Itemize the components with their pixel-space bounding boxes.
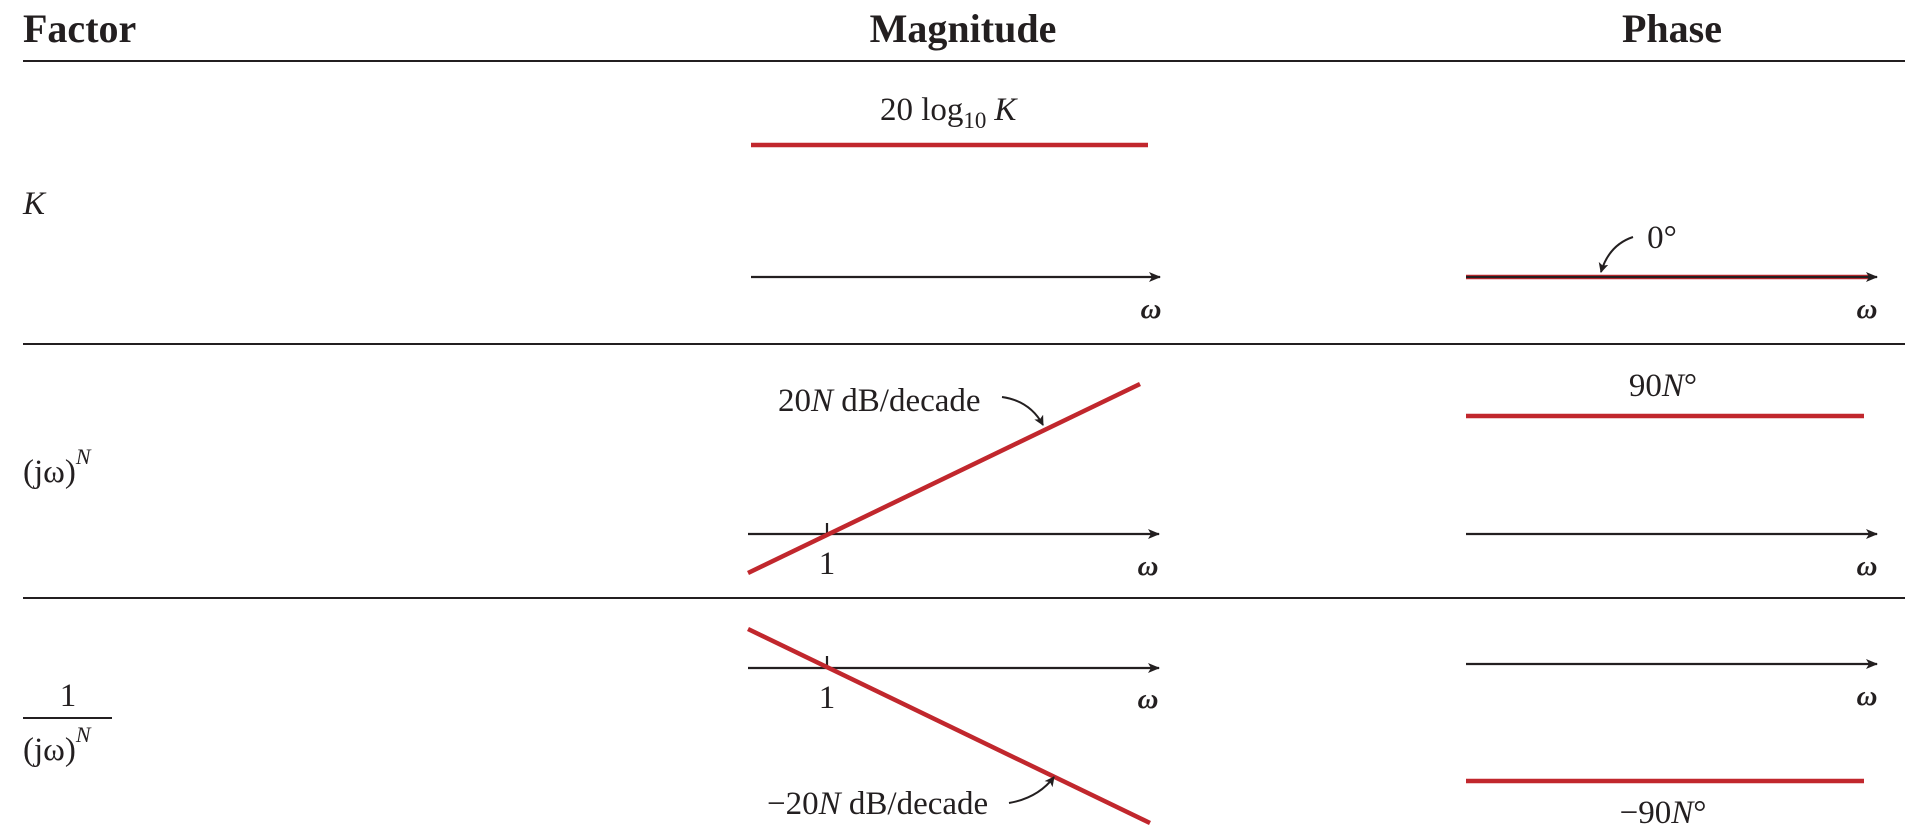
slope-callout-arrow — [1008, 776, 1055, 804]
slope-label: −20N dB/decade — [767, 786, 988, 822]
omega-axis-label: ω — [1138, 683, 1159, 715]
phase-value-label: −90N° — [1620, 795, 1707, 831]
fraction-denominator: (jω)N — [23, 722, 92, 768]
phase-plot-differentiator: 90N° ω — [1466, 368, 1878, 582]
magnitude-level-label: 20 log10 K — [880, 92, 1018, 133]
magnitude-plot-differentiator: 1 20N dB/decade ω — [747, 381, 1160, 582]
table-header: Factor Magnitude Phase — [23, 6, 1722, 51]
magnitude-plot-constant: 20 log10 K ω — [751, 92, 1161, 325]
factor-integrator-label: 1 (jω)N — [23, 678, 112, 768]
phase-plot-constant: 0° ω — [1466, 220, 1878, 325]
row-integrator: 1 (jω)N 1 −20N dB/decade ω ω −90N° — [23, 626, 1878, 831]
factor-constant-label: K — [22, 186, 47, 222]
phase-plot-integrator: ω −90N° — [1466, 659, 1878, 831]
factor-differentiator-label: (jω)N — [23, 444, 92, 490]
phase-value-label: 90N° — [1629, 368, 1697, 404]
omega-axis-label: ω — [1857, 293, 1878, 325]
omega-axis-label: ω — [1857, 550, 1878, 582]
header-factor: Factor — [23, 6, 136, 51]
omega-axis-label: ω — [1857, 680, 1878, 712]
phase-callout-arrow — [1598, 236, 1634, 273]
header-magnitude: Magnitude — [870, 6, 1057, 51]
magnitude-falling-slope — [747, 626, 1151, 826]
magnitude-plot-integrator: 1 −20N dB/decade ω — [747, 626, 1160, 826]
magnitude-rising-slope — [747, 381, 1141, 576]
phase-value-label: 0° — [1647, 220, 1677, 256]
row-constant: K 20 log10 K ω 0° ω — [22, 92, 1878, 325]
unit-tick-label: 1 — [819, 680, 836, 716]
header-phase: Phase — [1622, 6, 1722, 51]
row-differentiator: (jω)N 1 20N dB/decade ω 90N° ω — [23, 368, 1878, 582]
slope-label: 20N dB/decade — [778, 383, 981, 419]
unit-tick-label: 1 — [819, 546, 836, 582]
slope-callout-arrow — [1001, 396, 1044, 426]
omega-axis-label: ω — [1141, 293, 1162, 325]
fraction-numerator: 1 — [60, 678, 77, 714]
omega-axis-label: ω — [1138, 550, 1159, 582]
